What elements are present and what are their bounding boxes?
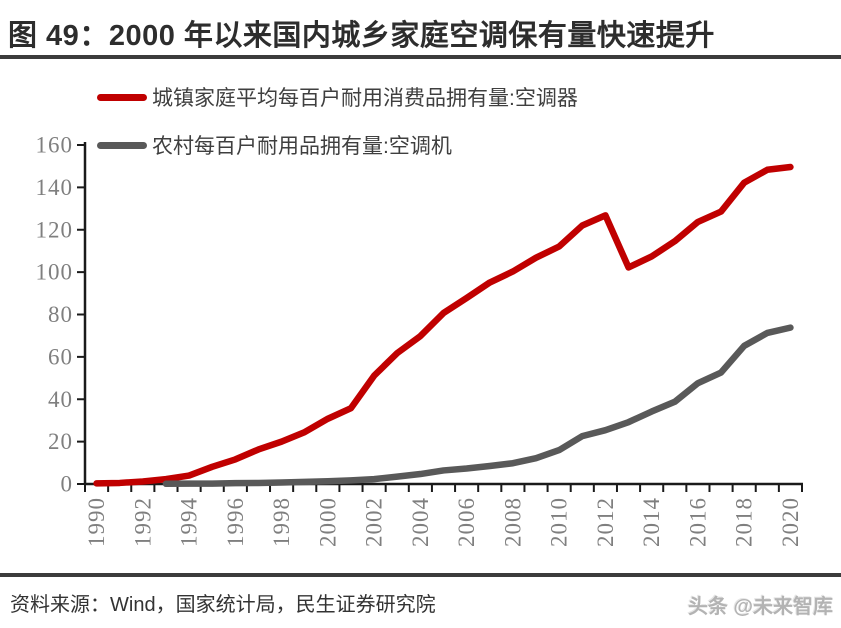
svg-text:2002: 2002 [362,497,387,547]
svg-text:1998: 1998 [269,497,294,547]
svg-text:1992: 1992 [130,497,155,547]
source-note: 资料来源：Wind，国家统计局，民生证券研究院 [10,594,436,616]
figure-title: 图 49：2000 年以来国内城乡家庭空调保有量快速提升 [8,20,715,52]
chart-legend: 城镇家庭平均每百户耐用消费品拥有量:空调器 农村每百户耐用品拥有量:空调机 [97,84,578,180]
svg-text:1996: 1996 [223,497,248,547]
svg-text:2018: 2018 [732,497,757,547]
svg-text:40: 40 [48,387,73,412]
watermark: 头条 @未来智库 [687,596,833,618]
legend-item-urban: 城镇家庭平均每百户耐用消费品拥有量:空调器 [97,84,578,110]
line-chart-canvas: 0 20 40 60 80 100 120 140 160 1990 1992 1994 1996 199… [36,133,803,547]
svg-text:120: 120 [36,217,74,242]
footer-divider [0,573,841,577]
svg-text:0: 0 [61,472,74,497]
legend-label-urban: 城镇家庭平均每百户耐用消费品拥有量:空调器 [152,87,578,110]
svg-text:160: 160 [36,133,74,158]
svg-text:2004: 2004 [408,497,433,547]
svg-text:60: 60 [48,344,73,369]
svg-text:1990: 1990 [84,497,109,547]
urban-line-swatch [97,93,147,101]
svg-text:2012: 2012 [593,497,618,547]
svg-text:2014: 2014 [639,497,664,547]
svg-text:2008: 2008 [500,497,525,547]
svg-text:2000: 2000 [315,497,340,547]
svg-text:1994: 1994 [177,497,202,547]
title-divider [0,55,841,59]
svg-text:2016: 2016 [685,497,710,547]
legend-item-rural: 农村每百户耐用品拥有量:空调机 [97,132,578,158]
svg-text:2020: 2020 [778,497,803,547]
rural-line-swatch [97,141,147,149]
svg-text:140: 140 [36,175,74,200]
svg-text:20: 20 [48,429,73,454]
legend-label-rural: 农村每百户耐用品拥有量:空调机 [152,135,452,158]
svg-text:2006: 2006 [454,497,479,547]
svg-text:80: 80 [48,302,73,327]
svg-text:100: 100 [36,260,74,285]
svg-text:2010: 2010 [547,497,572,547]
